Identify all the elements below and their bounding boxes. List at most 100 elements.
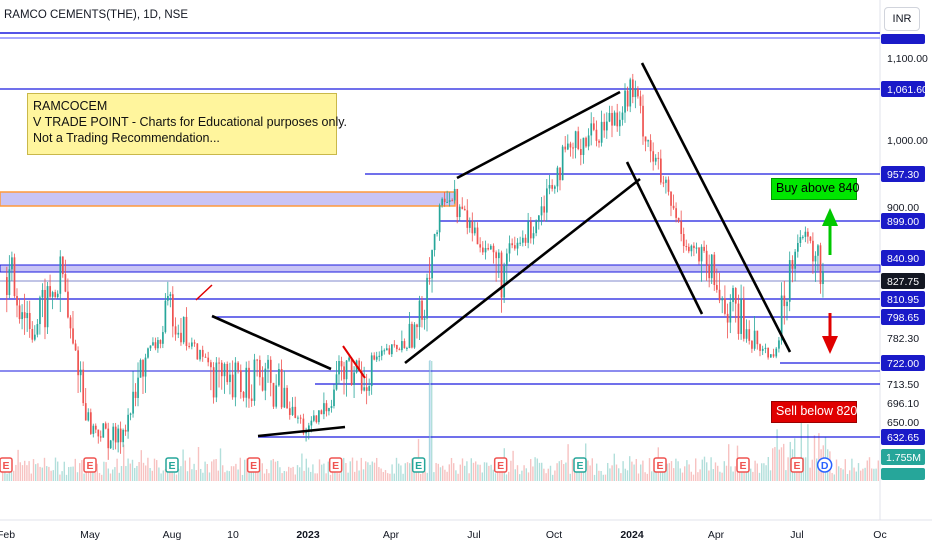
volume-bar xyxy=(235,463,237,481)
candle-body xyxy=(569,143,572,148)
currency-button[interactable]: INR xyxy=(884,7,920,31)
candle-body xyxy=(132,391,134,414)
volume-bar xyxy=(455,470,457,481)
candle-body xyxy=(538,215,540,221)
volume-bar xyxy=(712,469,714,481)
candle-body xyxy=(797,242,799,252)
candle-body xyxy=(814,255,817,262)
candle-body xyxy=(308,425,310,432)
candle-body xyxy=(6,277,8,296)
candle-body xyxy=(104,423,107,429)
trendline xyxy=(211,314,332,371)
candle-body xyxy=(767,347,769,358)
volume-bar xyxy=(116,458,118,481)
volume-bar xyxy=(323,463,325,481)
volume-bar xyxy=(270,460,272,481)
candle-body xyxy=(608,112,611,122)
supply-zone xyxy=(0,191,456,207)
volume-bar xyxy=(635,458,637,481)
candle-body xyxy=(690,245,693,252)
candle-body xyxy=(223,363,226,377)
volume-bar xyxy=(125,466,127,481)
volume-bar xyxy=(719,471,721,481)
note-line-disclaimer: V TRADE POINT - Charts for Educational p… xyxy=(33,115,348,129)
red-trend-mark xyxy=(195,284,213,301)
volume-bar xyxy=(646,473,648,481)
volume-bar xyxy=(96,463,98,481)
time-axis-tick: Oct xyxy=(546,529,562,541)
symbol-title[interactable]: RAMCO CEMENTS(THE), 1D, NSE xyxy=(4,9,189,21)
volume-bar xyxy=(373,462,376,481)
volume-bar xyxy=(424,471,426,481)
volume-bar xyxy=(219,448,222,481)
volume-bar xyxy=(92,470,94,481)
candle-body xyxy=(514,245,516,249)
candle-body xyxy=(595,129,598,141)
volume-bar xyxy=(580,468,582,481)
volume-tag-label: 1.755M xyxy=(886,452,921,464)
candle-body xyxy=(740,299,742,334)
volume-bar xyxy=(862,468,864,481)
candle-body xyxy=(748,329,751,341)
candle-body xyxy=(302,418,305,434)
volume-bar xyxy=(593,474,596,481)
volume-bar xyxy=(877,460,879,481)
volume-bar xyxy=(734,466,736,481)
candle-body xyxy=(428,277,431,279)
volume-bar xyxy=(59,474,61,481)
volume-bar xyxy=(675,458,677,481)
candle-body xyxy=(511,243,514,246)
candle-body xyxy=(482,247,484,253)
volume-bar xyxy=(604,474,607,481)
trendline xyxy=(257,425,346,438)
volume-bar xyxy=(70,466,72,481)
volume-bar xyxy=(813,435,816,481)
candle-body xyxy=(672,205,675,209)
candle-body xyxy=(375,356,378,360)
candle-body xyxy=(62,256,64,275)
volume-bar xyxy=(857,463,860,481)
volume-bar xyxy=(558,461,560,481)
volume-bar xyxy=(871,468,873,481)
volume-bar xyxy=(752,471,754,481)
volume-bar xyxy=(46,466,48,481)
volume-bar xyxy=(501,471,503,481)
volume-bar xyxy=(835,459,838,481)
candle-body xyxy=(461,206,464,209)
candle-body xyxy=(328,408,330,412)
volume-bar xyxy=(477,464,479,481)
volume-bar xyxy=(184,460,186,481)
volume-bar xyxy=(488,465,490,481)
candle-body xyxy=(119,428,122,443)
volume-bar xyxy=(380,468,382,481)
price-level-tag-label: 632.65 xyxy=(887,432,919,444)
volume-bar xyxy=(728,444,730,481)
volume-bar xyxy=(673,468,675,481)
candle-body xyxy=(280,368,283,408)
candle-body xyxy=(436,232,438,235)
volume-bar xyxy=(158,467,160,481)
volume-bar xyxy=(750,468,752,481)
earnings-marker-label: E xyxy=(656,460,663,472)
candle-body xyxy=(468,221,471,228)
volume-bar xyxy=(259,470,261,481)
candle-body xyxy=(84,403,87,421)
candle-body xyxy=(267,359,269,369)
volume-ma-tag xyxy=(881,468,925,480)
volume-bar xyxy=(420,473,422,481)
price-level-tag xyxy=(881,355,925,371)
volume-bar xyxy=(756,463,758,481)
volume-bar xyxy=(651,471,653,481)
candle-body xyxy=(729,301,732,323)
volume-bar xyxy=(833,474,835,481)
volume-bar xyxy=(743,465,745,481)
volume-bar xyxy=(486,462,488,481)
volume-bar xyxy=(79,463,81,481)
candle-body xyxy=(737,303,740,334)
candle-body xyxy=(772,354,775,357)
volume-bar xyxy=(842,469,844,481)
volume-bar xyxy=(321,464,323,481)
candle-body xyxy=(250,398,253,401)
volume-bar xyxy=(222,465,224,481)
